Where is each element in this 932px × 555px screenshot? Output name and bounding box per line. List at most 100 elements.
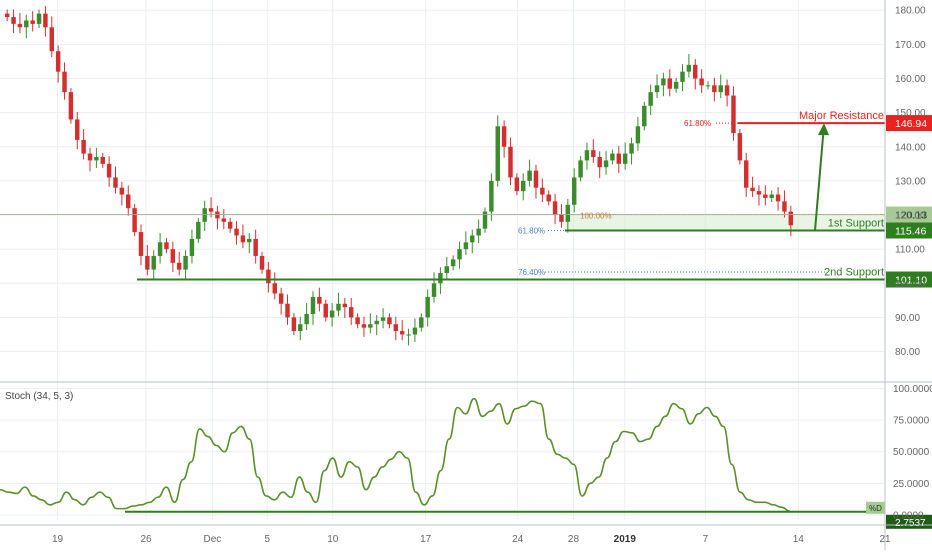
candle-body <box>686 64 692 72</box>
candle-body <box>673 81 679 89</box>
candle-body <box>489 180 494 212</box>
candle-body <box>514 177 520 192</box>
candle-body <box>11 17 16 24</box>
resistance-fib-label: 61.80% <box>684 119 711 128</box>
candle-body <box>705 85 711 87</box>
candle-body <box>113 177 118 188</box>
candle-body <box>374 320 379 325</box>
candle-body <box>578 160 583 178</box>
candle-body <box>393 324 399 332</box>
price-tick-label: 80.00 <box>895 347 920 358</box>
candle-body <box>438 273 443 284</box>
stoch-d-badge-label: %D <box>869 504 882 513</box>
x-tick-label: 2019 <box>614 534 637 545</box>
candle-body <box>30 20 35 24</box>
candle-body <box>597 156 602 168</box>
price-tick-label: 130.00 <box>895 176 926 187</box>
support2-price-label: 101.10 <box>895 275 927 287</box>
candle-body <box>215 211 220 219</box>
candle-body <box>151 255 156 270</box>
candle-body <box>62 71 67 93</box>
candle-body <box>769 194 774 198</box>
candle-body <box>145 255 150 270</box>
stoch-d-line <box>0 397 791 512</box>
candle-body <box>591 150 596 157</box>
x-tick-label: 28 <box>568 534 580 545</box>
candle-body <box>75 119 80 140</box>
candle-body <box>431 283 437 297</box>
x-tick-label: 10 <box>327 534 339 545</box>
candle-body <box>81 139 86 154</box>
candle-body <box>94 156 99 161</box>
candle-body <box>240 235 246 243</box>
target-arrow-head <box>818 123 829 136</box>
support1-badge <box>886 222 932 239</box>
candle-body <box>272 283 277 294</box>
candle-body <box>610 153 615 161</box>
candle-body <box>323 303 328 318</box>
candle-body <box>361 324 367 328</box>
candle-body <box>234 228 239 236</box>
candle-body <box>782 201 787 212</box>
current-price-label: 120.13 <box>895 210 927 222</box>
candle-body <box>266 269 271 284</box>
price-tick-label: 110.00 <box>895 245 925 256</box>
candle-body <box>157 242 163 256</box>
candle-body <box>412 327 418 335</box>
stoch-tick-label: 75.0000 <box>893 416 930 427</box>
candle-body <box>533 170 539 188</box>
candle-body <box>718 85 723 93</box>
support2-badge <box>886 271 932 288</box>
candle-body <box>648 92 653 106</box>
candle-body <box>482 211 488 229</box>
candle-body <box>183 255 188 270</box>
candle-body <box>495 126 500 181</box>
support1-label: 1st Support <box>828 218 884 230</box>
resistance-price-label: 146.94 <box>895 118 927 130</box>
candle-body <box>699 78 704 86</box>
candle-body <box>750 187 755 192</box>
candle-body <box>291 317 297 332</box>
candle-body <box>565 204 571 222</box>
candle-body <box>348 307 354 318</box>
candle-body <box>298 324 303 332</box>
support2-label: 2nd Support <box>824 267 884 279</box>
candle-body <box>584 150 590 161</box>
price-tick-label: 180.00 <box>895 6 926 17</box>
candle-body <box>629 143 634 154</box>
candle-body <box>119 187 125 195</box>
candle-body <box>406 334 411 336</box>
candle-body <box>680 71 685 82</box>
support1-price-label: 115.46 <box>895 226 926 238</box>
candle-body <box>55 51 61 72</box>
x-tick-label: 14 <box>793 534 805 545</box>
candle-body <box>176 262 182 270</box>
candle-body <box>731 95 736 134</box>
candle-body <box>380 317 386 321</box>
x-tick-label: 24 <box>512 534 524 545</box>
candle-body <box>775 194 781 202</box>
candle-body <box>68 92 74 120</box>
candle-body <box>342 303 348 308</box>
candle-body <box>304 313 309 325</box>
stoch-tick-label: 100.0000 <box>893 384 932 395</box>
candle-body <box>355 317 360 325</box>
candle-body <box>399 331 405 335</box>
candle-body <box>285 303 290 318</box>
candle-body <box>642 105 647 127</box>
candle-body <box>737 133 743 161</box>
candle-body <box>444 266 450 274</box>
candle-body <box>310 296 316 314</box>
candle-body <box>661 78 666 86</box>
candle-body <box>164 242 169 250</box>
x-tick-label: 7 <box>703 534 709 545</box>
price-tick-label: 160.00 <box>895 74 926 85</box>
candle-body <box>603 160 609 168</box>
candle-body <box>368 324 373 328</box>
candle-body <box>106 163 112 178</box>
candle-body <box>221 218 227 222</box>
candle-body <box>43 13 48 28</box>
